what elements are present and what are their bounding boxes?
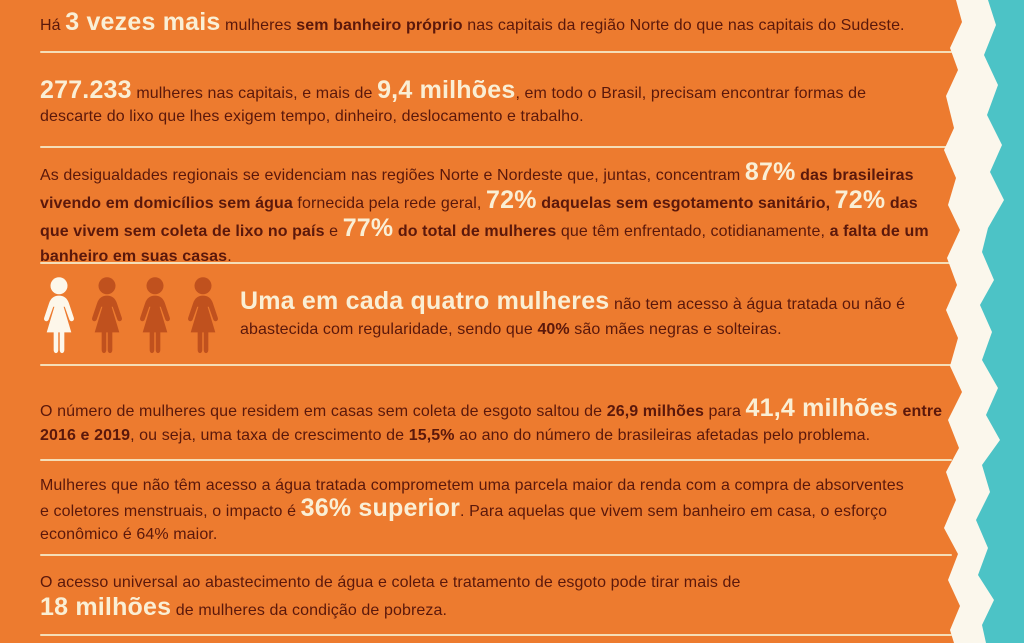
text-segment: mulheres [220, 17, 297, 34]
text-segment: 40% [537, 321, 570, 338]
divider [40, 634, 952, 636]
text-segment: para [703, 403, 746, 420]
text-segment: mulheres nas capitais, e mais de [131, 85, 378, 102]
highlight-stat: 72% [834, 186, 886, 214]
text-segment: banheiro em suas casas [40, 248, 228, 265]
woman-icon [134, 276, 176, 358]
text-segment: e coletores menstruais, o impacto é [40, 503, 301, 520]
poverty-paragraph: O acesso universal ao abastecimento de á… [40, 570, 965, 623]
text-segment: sem banheiro próprio [296, 17, 463, 34]
text-segment: O número de mulheres que residem em casa… [40, 403, 607, 420]
regional-inequality-paragraph: As desigualdades regionais se evidenciam… [40, 160, 965, 269]
woman-icon [38, 276, 80, 358]
highlight-stat: 36% superior [300, 494, 461, 522]
highlight-stat: 18 milhões [40, 593, 172, 621]
stat-3x-paragraph: Há 3 vezes mais mulheres sem banheiro pr… [40, 9, 965, 39]
text-segment: fornecida pela rede geral, [292, 195, 487, 212]
text-segment: 26,9 milhões [606, 403, 704, 420]
stat-277233-paragraph: 277.233 mulheres nas capitais, e mais de… [40, 76, 965, 128]
text-segment: . [227, 248, 232, 265]
highlight-stat: Uma em cada quatro mulheres [240, 287, 610, 315]
text-segment: Mulheres que não têm acesso a água trata… [40, 477, 904, 494]
text-segment: descarte do lixo que lhes exigem tempo, … [40, 108, 584, 125]
text-segment: são mães negras e solteiras. [569, 321, 782, 338]
text-segment: do total de mulheres [397, 223, 557, 240]
highlight-stat: 87% [744, 158, 796, 186]
torn-paper-edge [944, 0, 1024, 643]
text-segment: . Para aquelas que vivem sem banheiro em… [460, 503, 888, 520]
text-segment: das [889, 195, 918, 212]
divider [40, 51, 952, 53]
text-segment: , em todo o Brasil, precisam encontrar f… [515, 85, 867, 102]
text-segment: econômico é 64% maior. [40, 526, 218, 543]
text-segment: , ou seja, uma taxa de crescimento de [130, 427, 409, 444]
text-segment: que vivem sem coleta de lixo no país [40, 223, 325, 240]
sewage-growth-paragraph: O número de mulheres que residem em casa… [40, 396, 965, 448]
highlight-stat: 3 vezes mais [65, 8, 221, 36]
divider [40, 554, 952, 556]
one-in-four-paragraph: Uma em cada quatro mulheres não tem aces… [240, 289, 940, 342]
divider [40, 262, 952, 264]
text-segment: nas capitais da região Norte do que nas … [462, 17, 905, 34]
highlight-stat: 9,4 milhões [377, 76, 516, 104]
text-segment: 15,5% [408, 427, 455, 444]
highlight-stat: 77% [342, 214, 394, 242]
water-cost-paragraph: Mulheres que não têm acesso a água trata… [40, 474, 965, 546]
text-segment: e [324, 223, 343, 240]
text-segment: vivendo em domicílios sem água [40, 195, 293, 212]
woman-icon [86, 276, 128, 358]
text-segment: O acesso universal ao abastecimento de á… [40, 574, 741, 591]
text-segment: Há [40, 17, 66, 34]
divider [40, 364, 952, 366]
text-segment: As desigualdades regionais se evidenciam… [40, 167, 745, 184]
text-segment: 2016 e 2019 [40, 427, 131, 444]
highlight-stat: 277.233 [40, 76, 132, 104]
divider [40, 146, 952, 148]
text-segment: das brasileiras [800, 167, 914, 184]
text-segment: entre [902, 403, 943, 420]
text-segment: a falta de um [829, 223, 929, 240]
divider [40, 459, 952, 461]
text-segment: que têm enfrentado, cotidianamente, [556, 223, 830, 240]
highlight-stat: 41,4 milhões [745, 394, 898, 422]
text-segment: de mulheres da condição de pobreza. [171, 602, 448, 619]
highlight-stat: 72% [486, 186, 537, 214]
text-segment: abastecida com regularidade, sendo que [240, 321, 538, 338]
text-segment: não tem acesso à água tratada ou não é [609, 296, 906, 313]
text-segment: daquelas sem esgotamento sanitário, [541, 195, 831, 212]
woman-icon [182, 276, 224, 358]
women-icons-row [38, 276, 224, 358]
text-segment: ao ano do número de brasileiras afetadas… [454, 427, 871, 444]
